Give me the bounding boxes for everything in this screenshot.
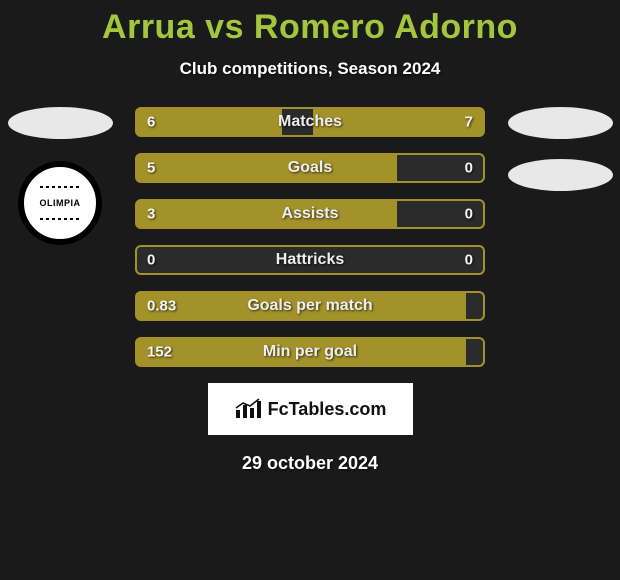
bar-segment-left (137, 155, 397, 181)
stat-row: 152 Min per goal (135, 337, 485, 367)
club-badge-label: OLIMPIA (40, 198, 81, 208)
right-player-column (500, 107, 620, 191)
bar-segment-mid (466, 293, 483, 319)
brand-box: FcTables.com (208, 383, 413, 435)
player-avatar-placeholder (508, 107, 613, 139)
stat-value-right: 0 (465, 252, 473, 269)
stat-row: 0 Hattricks 0 (135, 245, 485, 275)
stat-label: Goals per match (247, 297, 372, 315)
stat-value-left: 0 (147, 252, 155, 269)
player-avatar-placeholder (8, 107, 113, 139)
stat-row: 0.83 Goals per match (135, 291, 485, 321)
bar-segment-left (137, 109, 282, 135)
stat-value-left: 0.83 (147, 298, 176, 315)
stat-row: 5 Goals 0 (135, 153, 485, 183)
stat-label: Assists (282, 205, 339, 223)
left-player-column: OLIMPIA (0, 107, 120, 245)
stat-label: Min per goal (263, 343, 357, 361)
stat-value-left: 6 (147, 114, 155, 131)
date-label: 29 october 2024 (0, 453, 620, 474)
stat-value-right: 7 (465, 114, 473, 131)
stat-value-left: 5 (147, 160, 155, 177)
chart-icon (234, 398, 262, 420)
club-badge-left: OLIMPIA (18, 161, 102, 245)
stat-value-right: 0 (465, 160, 473, 177)
stat-label: Hattricks (276, 251, 344, 269)
stat-value-left: 3 (147, 206, 155, 223)
comparison-content: OLIMPIA 6 Matches 7 5 Goals 0 3 Assists 0 0 Hattri… (0, 107, 620, 474)
stat-label: Goals (288, 159, 332, 177)
bar-segment-left (137, 201, 397, 227)
club-badge-placeholder (508, 159, 613, 191)
brand-text: FcTables.com (268, 399, 387, 420)
subtitle: Club competitions, Season 2024 (0, 59, 620, 79)
stat-value-right: 0 (465, 206, 473, 223)
stat-row: 3 Assists 0 (135, 199, 485, 229)
stats-bars: 6 Matches 7 5 Goals 0 3 Assists 0 0 Hattricks 0 0.83… (135, 107, 485, 367)
bar-segment-mid (466, 339, 483, 365)
stat-value-left: 152 (147, 344, 172, 361)
page-title: Arrua vs Romero Adorno (0, 0, 620, 47)
stat-row: 6 Matches 7 (135, 107, 485, 137)
stat-label: Matches (278, 113, 342, 131)
